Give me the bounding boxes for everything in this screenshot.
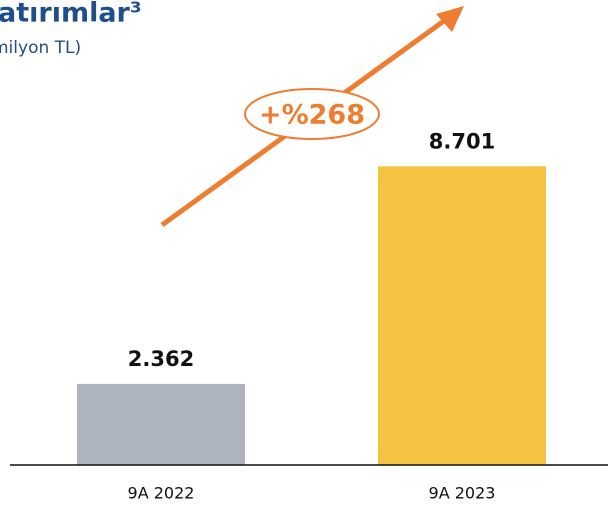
- x-tick-label: 9A 2023: [429, 484, 496, 503]
- annotation-badge: [244, 88, 380, 140]
- value-label: 2.362: [128, 347, 194, 371]
- bar: [378, 166, 546, 465]
- value-label: 8.701: [429, 129, 495, 153]
- annotation: +%268: [259, 100, 365, 131]
- bar: [77, 383, 245, 465]
- chart-title: atırımlar³: [0, 0, 142, 29]
- chart-subtitle: milyon TL): [0, 38, 81, 58]
- arrow-head: [436, 6, 464, 32]
- x-tick-label: 9A 2022: [128, 484, 195, 503]
